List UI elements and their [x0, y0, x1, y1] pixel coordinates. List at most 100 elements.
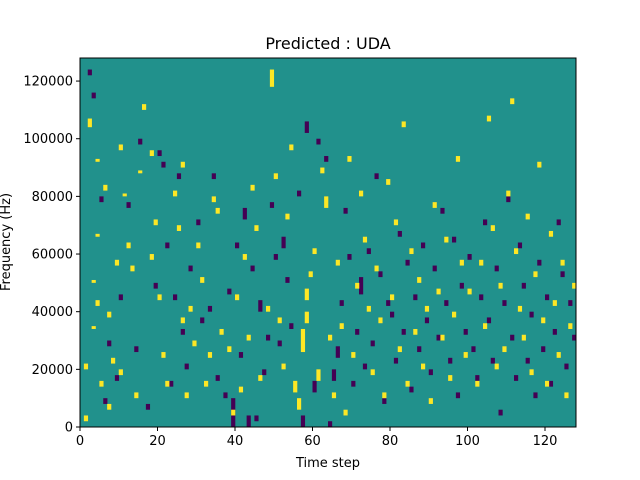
heatmap-cell-low	[196, 219, 201, 226]
heatmap-cell-low	[417, 346, 422, 353]
heatmap-cell-low	[180, 328, 185, 335]
heatmap-cell-high	[308, 271, 313, 278]
heatmap-cell-low	[409, 386, 414, 393]
heatmap-cell-low	[211, 173, 216, 180]
heatmap-cell-high	[401, 121, 406, 128]
heatmap-cell-low	[517, 242, 523, 249]
heatmap-cell-low	[258, 300, 263, 312]
heatmap-cell-low	[289, 323, 294, 329]
heatmap-cell-low	[165, 242, 170, 249]
heatmap-cell-high	[238, 386, 244, 393]
heatmap-cell-high	[118, 144, 123, 151]
heatmap-cell-high	[149, 150, 154, 157]
heatmap-cell-low	[262, 369, 267, 376]
heatmap-cell-high	[107, 311, 112, 318]
heatmap-cell-high	[91, 326, 96, 329]
heatmap-cell-high	[359, 190, 364, 197]
heatmap-cell-high	[304, 288, 309, 301]
y-tick-label: 80000	[32, 190, 73, 205]
heatmap-cell-high	[204, 380, 209, 387]
y-tick-label: 20000	[32, 363, 73, 378]
heatmap-cell-low	[103, 398, 108, 404]
heatmap-cell-high	[339, 323, 344, 329]
y-axis-label: Frequency (Hz)	[0, 193, 14, 291]
x-tick-label: 80	[382, 434, 399, 449]
heatmap-cell-high	[560, 259, 565, 266]
heatmap-cell-low	[223, 392, 228, 399]
heatmap-cell-low	[397, 230, 402, 237]
x-tick-label: 0	[76, 434, 84, 449]
heatmap-cell-low	[331, 369, 337, 381]
heatmap-cell-low	[184, 363, 189, 370]
heatmap-cell-high	[436, 288, 441, 295]
plot-background	[80, 58, 576, 427]
heatmap-cell-low	[382, 398, 387, 404]
heatmap-cell-high	[452, 311, 457, 318]
heatmap-cell-high	[355, 282, 360, 289]
x-tick-label: 40	[227, 434, 244, 449]
heatmap-cell-low	[250, 265, 255, 272]
heatmap-cell-low	[568, 300, 573, 306]
heatmap-cell-high	[498, 282, 503, 289]
heatmap-cell-low	[560, 271, 565, 278]
heatmap-cell-high	[165, 380, 170, 387]
x-axis-label: Time step	[295, 456, 360, 471]
heatmap-cell-high	[541, 317, 546, 324]
heatmap-cell-low	[254, 415, 259, 422]
heatmap-cell-high	[114, 259, 120, 266]
y-tick-label: 100000	[23, 132, 73, 147]
heatmap-cell-low	[242, 207, 247, 220]
heatmap-cell-high	[207, 352, 213, 358]
heatmap-cell-high	[529, 369, 534, 376]
heatmap-cell-high	[548, 230, 554, 237]
heatmap-cell-high	[215, 207, 220, 214]
heatmap-cell-high	[537, 161, 542, 168]
heatmap-cell-high	[556, 352, 561, 358]
heatmap-cell-high	[289, 144, 294, 151]
heatmap-cell-high	[502, 346, 507, 353]
y-tick-label: 120000	[23, 75, 73, 90]
heatmap-cell-high	[83, 415, 89, 422]
heatmap-cell-low	[118, 294, 123, 301]
heatmap-cell-low	[428, 369, 433, 376]
heatmap-cell-low	[405, 259, 410, 266]
heatmap-cell-low	[374, 173, 379, 180]
heatmap-cell-high	[122, 193, 127, 197]
heatmap-cell-low	[328, 421, 333, 427]
heatmap-cell-low	[483, 219, 488, 226]
heatmap-cell-low	[227, 288, 232, 295]
heatmap-cell-high	[347, 156, 352, 162]
heatmap-cell-low	[366, 248, 371, 255]
heatmap-cell-low	[87, 69, 92, 76]
heatmap-cell-high	[382, 392, 387, 399]
heatmap-cell-high	[242, 254, 247, 260]
heatmap-cell-low	[452, 236, 457, 243]
heatmap-cell-high	[281, 363, 286, 370]
heatmap-cell-high	[95, 300, 100, 306]
heatmap-cell-high	[300, 328, 306, 353]
heatmap-cell-low	[285, 277, 290, 283]
heatmap-cells	[83, 69, 577, 427]
heatmap-cell-high	[95, 158, 100, 162]
x-tick-label: 60	[304, 434, 321, 449]
x-tick-label: 20	[149, 434, 166, 449]
heatmap-cell-low	[502, 300, 507, 306]
heatmap-cell-high	[417, 277, 422, 283]
heatmap-cell-high	[157, 294, 162, 301]
heatmap-cell-low	[134, 346, 139, 353]
heatmap-cell-low	[525, 357, 530, 364]
plot-frame	[79, 57, 577, 428]
heatmap-cell-high	[533, 271, 538, 278]
heatmap-cell-high	[312, 248, 317, 255]
heatmap-cell-high	[277, 317, 282, 324]
heatmap-cell-high	[390, 294, 395, 301]
heatmap-cell-high	[424, 305, 430, 312]
heatmap-cell-low	[521, 282, 526, 289]
heatmap-cell-low	[548, 380, 554, 387]
heatmap-cell-high	[386, 179, 391, 185]
heatmap-cell-low	[114, 375, 120, 381]
heatmap-cell-high	[490, 225, 495, 231]
y-tick-label: 60000	[32, 248, 73, 263]
heatmap-cell-low	[273, 254, 278, 260]
heatmap-cell-high	[432, 202, 437, 208]
